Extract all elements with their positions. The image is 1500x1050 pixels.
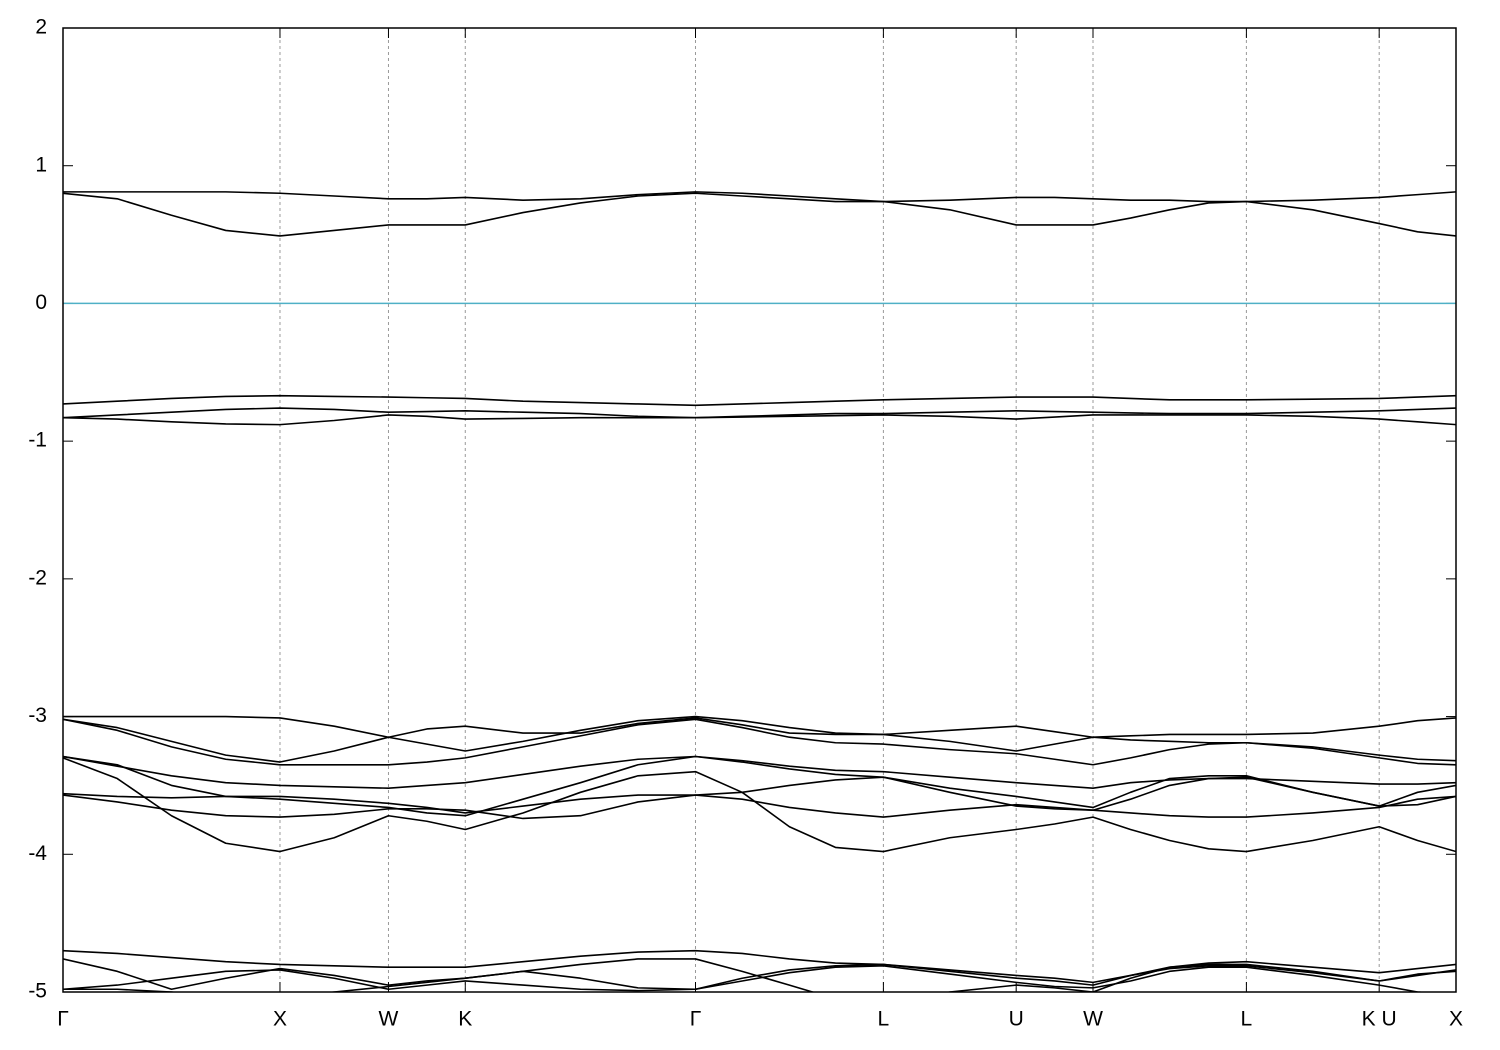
- band-line: [63, 717, 1456, 763]
- band-line: [63, 192, 1456, 237]
- band-line: [63, 718, 1456, 766]
- band-line: [63, 965, 1429, 992]
- x-tick-label: K: [458, 1008, 472, 1031]
- y-tick-label: -1: [28, 429, 47, 452]
- band-line: [63, 776, 1456, 820]
- x-tick-label: W: [1083, 1008, 1103, 1031]
- x-tick-label: Γ: [57, 1008, 69, 1031]
- plot-frame: [62, 27, 1457, 993]
- band-line: [63, 949, 1456, 984]
- x-tick-label: Γ: [690, 1008, 702, 1031]
- y-tick-label: -2: [28, 566, 47, 589]
- x-tick-label: U: [1009, 1008, 1024, 1031]
- band-line: [63, 958, 1456, 992]
- x-tick-label: L: [1241, 1008, 1253, 1031]
- band-line: [63, 414, 1456, 426]
- y-tick-label: -5: [28, 980, 47, 1003]
- x-tick-label: L: [878, 1008, 890, 1031]
- y-tick-label: 2: [35, 16, 47, 39]
- band-line: [63, 755, 1456, 817]
- band-line: [63, 191, 1456, 203]
- x-tick-label: W: [379, 1008, 399, 1031]
- y-tick-label: 1: [35, 153, 47, 176]
- band-line: [63, 792, 1456, 818]
- x-tick-label: K U: [1362, 1008, 1397, 1031]
- labels: -5 -4 -3 -2 -1 0 1 2 Γ X W K Γ L U W L K U X: [28, 16, 1463, 1031]
- y-tick-label: 0: [35, 291, 47, 314]
- bands: [63, 191, 1456, 992]
- band-line: [63, 715, 1456, 752]
- y-tick-label: -3: [28, 704, 47, 727]
- x-tick-label: X: [1449, 1008, 1463, 1031]
- band-line: [63, 757, 1456, 853]
- y-tick-label: -4: [28, 842, 47, 865]
- band-line: [63, 963, 1456, 992]
- grid: [62, 27, 1457, 993]
- band-line: [63, 407, 1456, 419]
- x-tick-label: X: [273, 1008, 287, 1031]
- band-line: [63, 394, 1456, 407]
